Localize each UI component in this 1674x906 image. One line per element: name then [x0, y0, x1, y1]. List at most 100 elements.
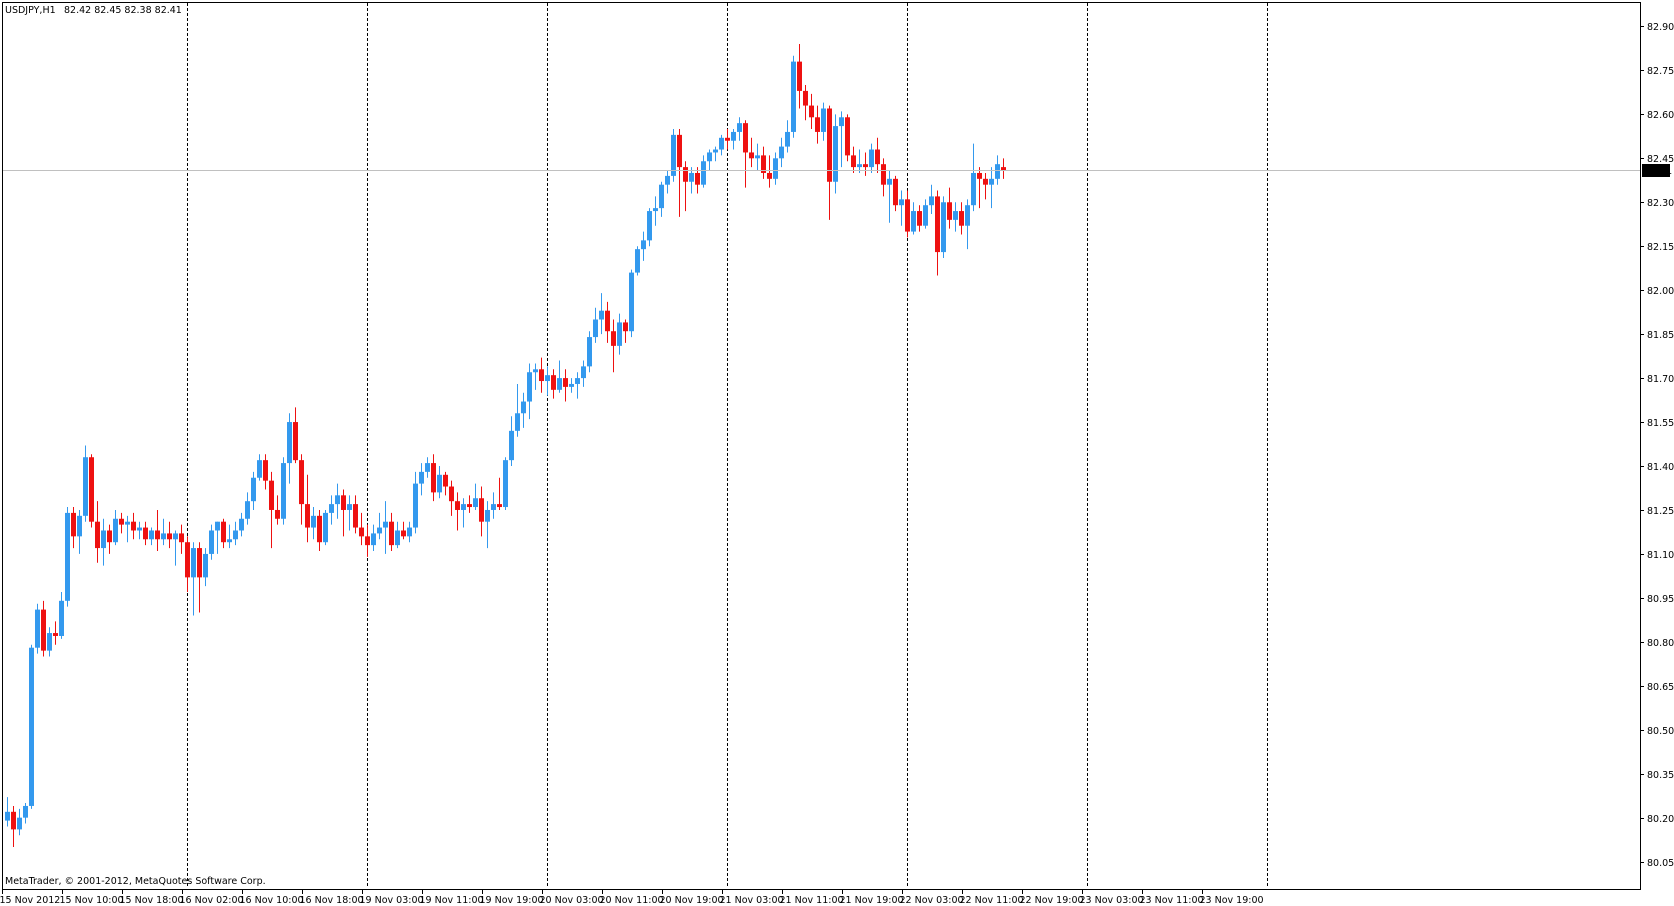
candle-body — [233, 530, 238, 540]
candle-body — [365, 536, 370, 546]
price-tick-label: 80.95 — [1647, 594, 1674, 605]
candle-body — [263, 460, 268, 481]
candle — [725, 129, 730, 150]
candle — [89, 454, 94, 528]
candle — [917, 205, 922, 232]
candle-body — [281, 463, 286, 519]
price-tick-label: 80.80 — [1647, 638, 1674, 649]
candle-body — [713, 149, 718, 153]
candle — [491, 492, 496, 519]
candle-body — [497, 504, 502, 508]
price-tick-label: 81.10 — [1647, 550, 1674, 561]
candle — [233, 521, 238, 546]
candle-body — [935, 196, 940, 253]
candle — [569, 378, 574, 393]
time-tick-label: 23 Nov 03:00 — [1080, 895, 1144, 906]
candle — [251, 471, 256, 510]
candle — [71, 507, 76, 549]
price-tick-label: 80.65 — [1647, 682, 1674, 693]
current-price-tag: 82.41 — [1642, 164, 1672, 177]
candle-body — [65, 512, 70, 601]
candle-body — [863, 164, 868, 168]
candle-body — [641, 240, 646, 250]
candle-body — [899, 199, 904, 206]
time-tick-label: 19 Nov 11:00 — [420, 895, 484, 906]
candle — [521, 392, 526, 428]
candle-body — [329, 504, 334, 513]
candle-body — [467, 504, 472, 508]
candle-body — [383, 521, 388, 528]
candle — [647, 208, 652, 247]
candle — [35, 603, 40, 654]
candle-body — [779, 146, 784, 159]
candle-body — [47, 633, 52, 651]
candle — [563, 369, 568, 402]
candle — [425, 457, 430, 478]
candle-body — [881, 164, 886, 185]
candle — [281, 457, 286, 525]
candle-body — [203, 553, 208, 578]
candle-body — [491, 504, 496, 510]
candle — [677, 129, 682, 217]
candle-body — [587, 337, 592, 367]
candle — [641, 231, 646, 261]
candle — [935, 190, 940, 276]
candle-body — [689, 172, 694, 182]
candle-body — [101, 530, 106, 549]
candle-body — [557, 378, 562, 390]
candle — [149, 527, 154, 546]
candle-body — [431, 463, 436, 493]
candle — [191, 542, 196, 616]
candle-body — [653, 208, 658, 212]
candle — [137, 521, 142, 540]
candle-body — [809, 105, 814, 118]
candle — [317, 509, 322, 551]
candle-body — [347, 504, 352, 510]
candle-body — [695, 172, 700, 185]
candle — [893, 175, 898, 212]
candle-body — [77, 515, 82, 537]
candle — [659, 181, 664, 217]
candle-body — [923, 205, 928, 226]
current-price-tag-text: 82.41 — [1645, 166, 1672, 177]
price-tick-label: 82.90 — [1647, 22, 1674, 33]
candle — [527, 363, 532, 420]
candle-body — [485, 509, 490, 522]
candle-body — [977, 172, 982, 179]
candle-body — [59, 600, 64, 636]
candle — [791, 55, 796, 138]
candle — [875, 137, 880, 173]
candle-body — [317, 515, 322, 543]
candle — [407, 521, 412, 543]
candle-body — [569, 383, 574, 387]
time-tick-label: 16 Nov 02:00 — [180, 895, 244, 906]
candle — [821, 102, 826, 141]
candle — [797, 44, 802, 109]
candle — [707, 149, 712, 171]
candle-body — [647, 211, 652, 241]
time-tick-label: 16 Nov 18:00 — [300, 895, 364, 906]
candle-body — [611, 331, 616, 346]
price-tick-label: 80.05 — [1647, 858, 1674, 869]
candle — [17, 808, 22, 836]
candle-body — [245, 501, 250, 519]
candle — [245, 492, 250, 525]
price-tick-label: 81.25 — [1647, 506, 1674, 517]
candle-body — [629, 272, 634, 332]
candle — [305, 474, 310, 543]
candle — [881, 158, 886, 197]
candle — [479, 486, 484, 537]
candle-body — [407, 527, 412, 537]
candle — [779, 137, 784, 168]
candle — [983, 172, 988, 200]
candle-body — [185, 542, 190, 578]
candle — [119, 512, 124, 534]
candle-body — [833, 126, 838, 182]
candle — [347, 495, 352, 531]
time-tick-label: 21 Nov 19:00 — [840, 895, 904, 906]
candle — [701, 155, 706, 188]
candle — [161, 518, 166, 546]
candle-body — [791, 61, 796, 132]
candle-body — [71, 512, 76, 537]
